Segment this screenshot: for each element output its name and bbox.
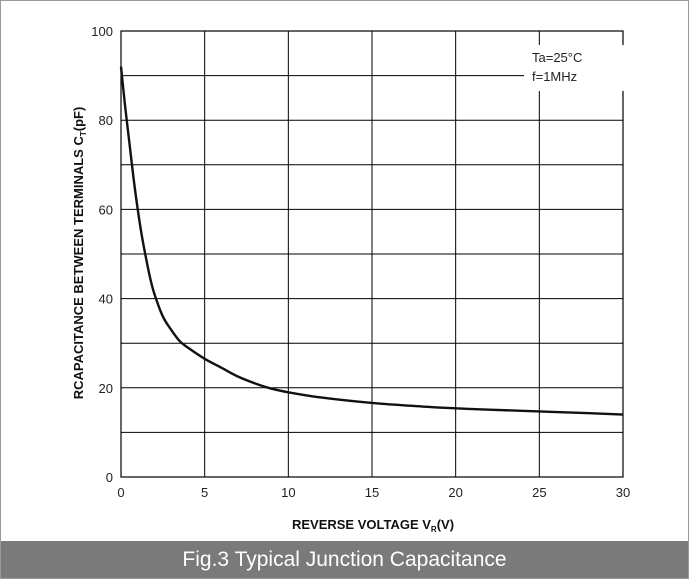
figure-caption: Fig.3 Typical Junction Capacitance [182,547,507,571]
x-axis-title-unit: (V) [437,517,454,532]
x-tick-label-5: 25 [532,485,546,500]
y-tick-labels: 0 20 40 60 80 100 [91,24,113,485]
y-tick-label-5: 100 [91,24,113,39]
x-tick-labels: 0 5 10 15 20 25 30 [117,485,630,500]
y-axis-title-subscript: T [79,131,88,136]
annotation-frequency: f=1MHz [532,69,577,84]
x-axis-title-main: REVERSE VOLTAGE V [292,517,431,532]
y-axis-title: RCAPACITANCE BETWEEN TERMINALS CT(pF) [71,107,88,400]
grid-lines [120,30,624,478]
y-tick-label-1: 20 [99,381,113,396]
annotation-background [524,45,636,91]
x-tick-label-4: 20 [448,485,462,500]
x-tick-label-6: 30 [616,485,630,500]
x-tick-label-0: 0 [117,485,124,500]
curve-layer [119,66,624,416]
series-line-0 [119,66,624,416]
x-axis-title: REVERSE VOLTAGE VR(V) [292,517,454,534]
y-tick-label-2: 40 [99,292,113,307]
x-tick-label-3: 15 [365,485,379,500]
y-tick-label-0: 0 [106,470,113,485]
x-tick-label-1: 5 [201,485,208,500]
annotation-box: Ta=25°C f=1MHz [524,45,636,91]
y-tick-label-4: 80 [99,113,113,128]
y-axis-title-unit: (pF) [71,107,86,132]
y-axis-title-main: RCAPACITANCE BETWEEN TERMINALS C [71,136,86,400]
junction-capacitance-chart: 0 5 10 15 20 25 30 0 20 40 60 80 100 Ta=25°C f=1MHz… [71,24,636,534]
plot-frame [120,30,624,478]
x-axis-title-subscript: R [431,525,437,534]
y-tick-label-3: 60 [99,202,113,217]
caption-bar: Fig.3 Typical Junction Capacitance [1,541,688,578]
annotation-temperature: Ta=25°C [532,50,582,65]
x-tick-label-2: 10 [281,485,295,500]
